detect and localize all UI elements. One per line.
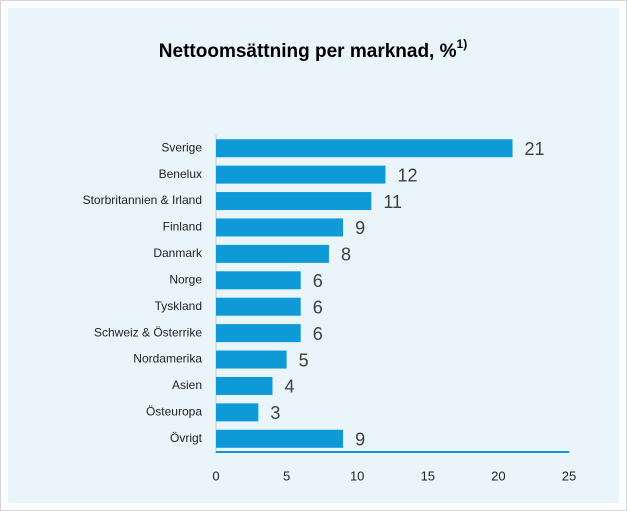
y-tick-label: Finland [163,220,202,234]
value-label: 6 [313,271,323,291]
y-tick-label: Schweiz & Österrike [94,325,202,339]
bar [216,324,301,343]
x-tick-label: 15 [421,468,435,483]
value-label: 21 [525,139,545,159]
bar [216,192,372,211]
bar [216,244,329,263]
bar [216,403,259,422]
chart-title: Nettoomsättning per marknad, %1) [159,37,467,62]
y-tick-label: Tyskland [155,299,202,313]
bar [216,376,273,395]
y-tick-label: Övrigt [170,431,203,445]
bar [216,165,386,184]
value-label: 6 [313,297,323,317]
y-tick-label: Benelux [159,167,202,181]
y-tick-label: Danmark [153,246,203,260]
value-label: 9 [355,218,365,238]
y-tick-label: Asien [172,378,202,392]
y-tick-label: Sverige [161,140,202,154]
value-label: 5 [299,350,309,370]
bar [216,429,344,448]
x-tick-label: 20 [491,468,505,483]
bar [216,297,301,316]
y-tick-label: Storbritannien & Irland [83,193,202,207]
y-tick-label: Norge [169,272,202,286]
title-footnote: 1) [457,37,468,51]
value-label: 6 [313,324,323,344]
y-tick-label: Nordamerika [133,352,202,366]
x-tick-label: 10 [350,468,364,483]
value-label: 9 [355,430,365,450]
y-tick-label: Östeuropa [146,405,202,419]
bar [216,350,287,369]
bar [216,139,513,158]
x-tick-label: 25 [562,468,576,483]
value-label: 4 [284,377,294,397]
title-text: Nettoomsättning per marknad, % [159,41,457,62]
x-tick-label: 0 [212,468,219,483]
bar [216,218,344,237]
value-label: 8 [341,245,351,265]
value-label: 11 [383,192,402,212]
value-label: 12 [397,165,417,185]
x-tick-label: 5 [283,468,290,483]
bar [216,271,301,290]
value-label: 3 [270,403,280,423]
